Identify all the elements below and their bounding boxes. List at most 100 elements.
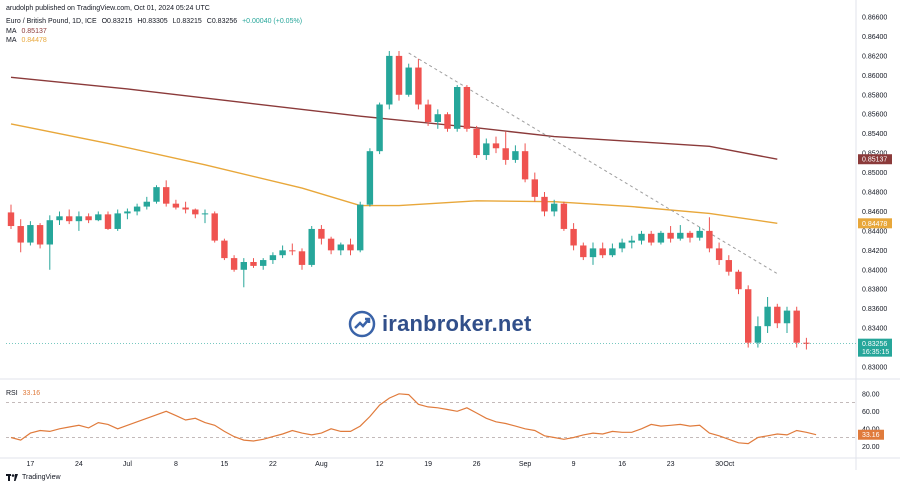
candle-up[interactable] bbox=[95, 214, 102, 221]
candle-up[interactable] bbox=[75, 216, 83, 222]
candle-down[interactable] bbox=[715, 248, 723, 261]
candle-down[interactable] bbox=[735, 271, 742, 290]
candle-down[interactable] bbox=[580, 245, 587, 258]
candle-up[interactable] bbox=[454, 87, 461, 129]
trendline[interactable] bbox=[408, 52, 778, 275]
candle-up[interactable] bbox=[754, 326, 762, 343]
candle-down[interactable] bbox=[706, 230, 713, 249]
candle-down[interactable] bbox=[648, 233, 655, 243]
candle-down[interactable] bbox=[725, 260, 732, 272]
candle-down[interactable] bbox=[182, 207, 189, 210]
candle-up[interactable] bbox=[764, 306, 771, 327]
candle-up[interactable] bbox=[376, 104, 383, 152]
price-tick-label: 0.85800 bbox=[862, 92, 887, 99]
candle-down[interactable] bbox=[774, 306, 781, 324]
candle-down[interactable] bbox=[230, 258, 238, 270]
candle-down[interactable] bbox=[289, 250, 296, 252]
candle-down[interactable] bbox=[803, 342, 810, 344]
candle-up[interactable] bbox=[56, 216, 63, 221]
candle-up[interactable] bbox=[240, 262, 247, 270]
candle-up[interactable] bbox=[628, 240, 635, 243]
candle-up[interactable] bbox=[618, 242, 626, 249]
price-tick-label: 0.83000 bbox=[862, 365, 887, 372]
rsi-legend[interactable]: RSI 33.16 bbox=[6, 390, 43, 397]
candle-up[interactable] bbox=[783, 310, 791, 324]
candle-up[interactable] bbox=[638, 233, 645, 241]
candle-down[interactable] bbox=[745, 289, 752, 343]
symbol-name[interactable]: Euro / British Pound, 1D, ICE bbox=[6, 18, 97, 25]
candle-up[interactable] bbox=[143, 201, 150, 207]
candle-up[interactable] bbox=[405, 67, 412, 95]
candle-down[interactable] bbox=[570, 228, 577, 246]
candle-down[interactable] bbox=[473, 128, 480, 156]
candle-down[interactable] bbox=[424, 104, 432, 123]
candle-down[interactable] bbox=[318, 228, 325, 239]
candle-down[interactable] bbox=[502, 148, 509, 160]
candle-up[interactable] bbox=[512, 151, 519, 160]
candle-down[interactable] bbox=[395, 55, 403, 95]
candle-up[interactable] bbox=[357, 204, 364, 251]
ma2-price-tag-bg bbox=[858, 218, 892, 229]
candle-down[interactable] bbox=[793, 310, 800, 343]
candle-up[interactable] bbox=[366, 151, 374, 205]
candle-down[interactable] bbox=[492, 143, 500, 149]
candle-up[interactable] bbox=[27, 225, 34, 243]
candle-up[interactable] bbox=[609, 248, 616, 256]
ma2-legend[interactable]: MA 0.84478 bbox=[6, 37, 50, 44]
candle-down[interactable] bbox=[17, 226, 24, 243]
ma1-legend[interactable]: MA 0.85137 bbox=[6, 28, 50, 35]
candle-up[interactable] bbox=[551, 203, 558, 212]
candle-up[interactable] bbox=[269, 255, 277, 261]
rsi-line[interactable] bbox=[10, 393, 817, 445]
candle-down[interactable] bbox=[163, 187, 170, 204]
candle-down[interactable] bbox=[347, 244, 354, 251]
candle-down[interactable] bbox=[667, 232, 674, 239]
candle-up[interactable] bbox=[483, 143, 490, 156]
price-tick-label: 0.85400 bbox=[862, 131, 887, 138]
candle-down[interactable] bbox=[7, 212, 15, 227]
rsi-value: 33.16 bbox=[22, 390, 41, 397]
candle-down[interactable] bbox=[541, 196, 548, 212]
candle-up[interactable] bbox=[279, 250, 286, 256]
candle-up[interactable] bbox=[308, 228, 315, 265]
candle-down[interactable] bbox=[192, 209, 199, 215]
candle-down[interactable] bbox=[104, 214, 112, 229]
candle-down[interactable] bbox=[36, 225, 44, 245]
candle-down[interactable] bbox=[172, 203, 180, 208]
candle-up[interactable] bbox=[434, 114, 441, 122]
candle-down[interactable] bbox=[521, 151, 529, 180]
candle-up[interactable] bbox=[260, 260, 267, 266]
candle-up[interactable] bbox=[133, 206, 141, 212]
candle-down[interactable] bbox=[250, 262, 257, 266]
candle-down[interactable] bbox=[85, 216, 92, 221]
candle-up[interactable] bbox=[657, 232, 665, 243]
candle-down[interactable] bbox=[221, 240, 228, 259]
ma1-value: 0.85137 bbox=[21, 28, 47, 35]
candle-down[interactable] bbox=[444, 114, 451, 129]
candle-up[interactable] bbox=[696, 230, 703, 238]
candle-down[interactable] bbox=[686, 232, 694, 238]
footer-brand[interactable]: TradingView bbox=[6, 474, 61, 481]
candle-up[interactable] bbox=[124, 211, 131, 214]
candle-up[interactable] bbox=[114, 213, 121, 229]
candle-up[interactable] bbox=[153, 187, 160, 202]
candle-up[interactable] bbox=[337, 244, 344, 251]
candle-down[interactable] bbox=[463, 87, 471, 129]
candle-down[interactable] bbox=[327, 238, 335, 251]
candle-down[interactable] bbox=[599, 248, 606, 256]
candle-up[interactable] bbox=[589, 248, 597, 258]
candle-up[interactable] bbox=[677, 232, 684, 239]
price-tick-label: 0.84600 bbox=[862, 209, 887, 216]
candle-up[interactable] bbox=[201, 213, 209, 215]
price-tick-label: 0.86400 bbox=[862, 34, 887, 41]
candle-down[interactable] bbox=[415, 67, 422, 105]
ma2-line[interactable] bbox=[10, 123, 778, 224]
candle-up[interactable] bbox=[386, 55, 393, 105]
candle-down[interactable] bbox=[560, 203, 568, 229]
candle-down[interactable] bbox=[211, 213, 218, 241]
candle-down[interactable] bbox=[298, 251, 306, 265]
candle-down[interactable] bbox=[66, 216, 73, 222]
candle-down[interactable] bbox=[531, 179, 538, 197]
candle-up[interactable] bbox=[46, 220, 53, 245]
